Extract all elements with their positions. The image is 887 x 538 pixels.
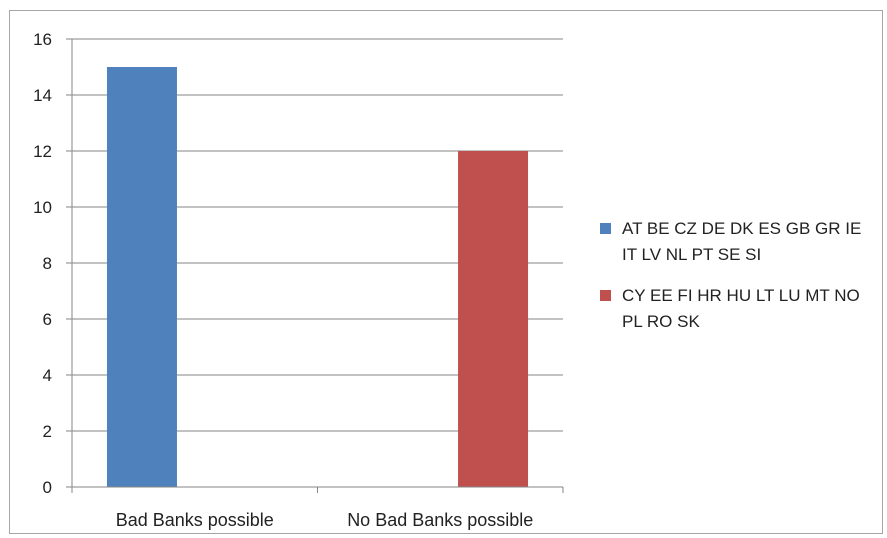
y-tick-label-14: 14: [33, 86, 52, 105]
legend-swatch-series-1: [600, 223, 611, 234]
legend-item-bad-banks: AT BE CZ DE DK ES GB GR IE IT LV NL PT S…: [600, 216, 880, 268]
y-tick-label-0: 0: [43, 478, 52, 497]
bar-series-2-1: [458, 151, 529, 487]
x-tick-label-1: No Bad Banks possible: [347, 510, 533, 530]
axes: [66, 38, 564, 493]
x-tick-label-0: Bad Banks possible: [116, 510, 274, 530]
legend: AT BE CZ DE DK ES GB GR IE IT LV NL PT S…: [600, 216, 880, 350]
legend-swatch-series-2: [600, 290, 611, 301]
y-tick-label-6: 6: [43, 310, 52, 329]
y-tick-label-12: 12: [33, 142, 52, 161]
y-tick-label-2: 2: [43, 422, 52, 441]
bars: [106, 67, 529, 487]
y-tick-label-16: 16: [33, 30, 52, 49]
y-tick-label-8: 8: [43, 254, 52, 273]
axis-labels: 0 2 4 6 8 10 12 14 16 Bad Banks possible No Bad Ba…: [33, 30, 533, 530]
y-tick-label-4: 4: [43, 366, 52, 385]
bar-series-1-0: [106, 67, 177, 487]
legend-label-series-1: AT BE CZ DE DK ES GB GR IE IT LV NL PT S…: [622, 219, 862, 264]
legend-item-no-bad-banks: CY EE FI HR HU LT LU MT NO PL RO SK: [600, 283, 880, 335]
y-tick-label-10: 10: [33, 198, 52, 217]
legend-label-series-2: CY EE FI HR HU LT LU MT NO PL RO SK: [622, 286, 860, 331]
